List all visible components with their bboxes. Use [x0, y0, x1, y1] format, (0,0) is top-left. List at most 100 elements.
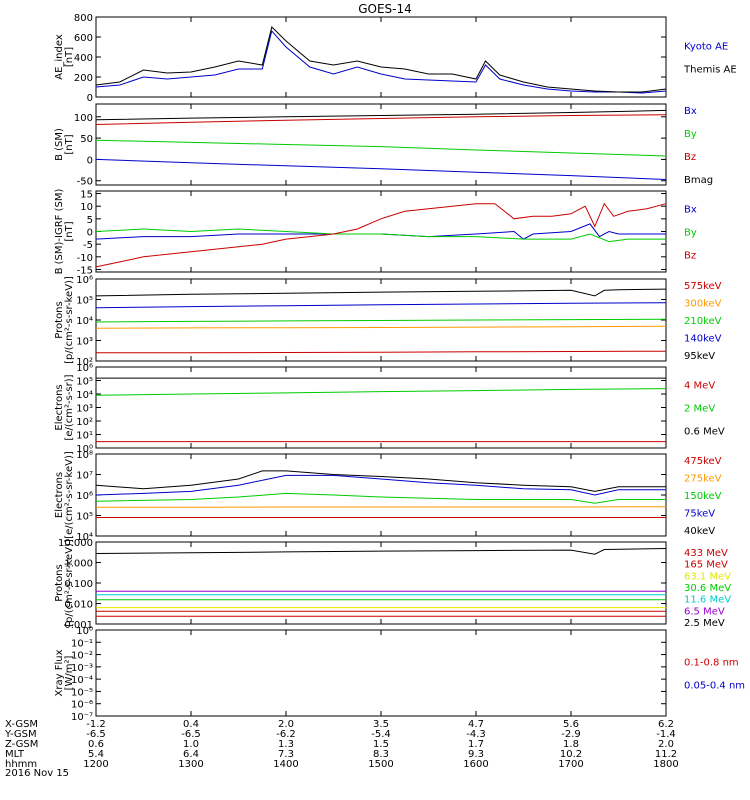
- ephemeris-value: -2.9: [561, 729, 581, 740]
- y-tick-label: 0.100: [64, 579, 93, 590]
- panel-frame: [95, 629, 667, 717]
- y-tick-label: 10⁻⁷: [71, 712, 93, 723]
- legend-label: 275keV: [684, 474, 722, 485]
- y-tick-label: 10⁶: [76, 363, 93, 374]
- panels: 0 200 400 600 800 AE_index[nT] Kyoto AE Themis …: [54, 13, 745, 723]
- legend-label: Bz: [684, 152, 696, 163]
- y-tick-label: 5: [87, 215, 93, 226]
- y-tick-label: -15: [77, 265, 93, 276]
- y-tick-label: 10⁻³: [71, 663, 93, 674]
- y-tick-label: 100: [74, 113, 93, 124]
- legend-label: 140keV: [684, 334, 722, 345]
- panel-5: 10⁰ 10¹ 10² 10³ 10⁴ 10⁵ 10⁶Electrons[e/(cm²-s-…: [54, 363, 725, 455]
- y-tick-label: 10³: [76, 337, 93, 348]
- legend-label: 300keV: [684, 299, 722, 310]
- y-tick-label: 10.000: [58, 538, 93, 549]
- y-axis-label: B (SM)-IGRF (SM)[nT]: [54, 189, 75, 275]
- panel-7: 0.001 0.010 0.100 1.000 10.000Protons[p/(cm²…: [54, 538, 731, 631]
- legend-label: Bx: [684, 205, 697, 216]
- legend-label: 2.5 MeV: [684, 618, 725, 629]
- ephemeris-value: 1700: [558, 759, 583, 770]
- ephemeris-value: 7.3: [278, 749, 294, 760]
- ephemeris-value: 1200: [83, 759, 108, 770]
- y-tick-label: 0.010: [64, 600, 93, 611]
- legend-label: By: [684, 129, 697, 140]
- y-tick-label: 10: [80, 202, 93, 213]
- y-tick-label: 800: [74, 13, 93, 24]
- series-line-75kev: [95, 474, 666, 496]
- ephemeris-value: 8.3: [373, 749, 389, 760]
- panel-1: 0 200 400 600 800 AE_index[nT] Kyoto AE Themis …: [54, 13, 737, 104]
- y-tick-label: 10¹: [76, 431, 93, 442]
- y-tick-label: 10²: [76, 357, 93, 368]
- y-tick-label: 50: [80, 134, 93, 145]
- ephemeris-value: -1.2: [86, 719, 106, 730]
- y-axis-label: AE_index[nT]: [54, 34, 75, 80]
- ephemeris-value: 10.2: [560, 749, 582, 760]
- panel-6: 10⁴ 10⁵ 10⁶ 10⁷ 10⁸Electrons[e/(cm²-s-sr-keV…: [54, 450, 722, 543]
- panel-frame: [95, 453, 667, 537]
- y-tick-label: 10⁰: [76, 444, 93, 455]
- legend-label: 475keV: [684, 456, 722, 467]
- legend-label: 2 MeV: [684, 404, 715, 415]
- ephemeris-value: -5.4: [371, 729, 391, 740]
- y-axis-label: B (SM)[nT]: [54, 128, 75, 161]
- y-tick-label: 10⁵: [76, 377, 93, 388]
- y-tick-label: 200: [74, 73, 93, 84]
- ephemeris-value: 5.6: [563, 719, 579, 730]
- series-line-210kev: [95, 318, 667, 323]
- ephemeris-value: 5.4: [88, 749, 104, 760]
- date-label: 2016 Nov 15: [5, 768, 69, 779]
- legend-label: 6.5 MeV: [684, 606, 725, 617]
- series-line-bx: [95, 223, 666, 240]
- y-tick-label: 1.000: [64, 559, 93, 570]
- legend-label: 30.6 MeV: [684, 583, 731, 594]
- y-tick-label: 10⁻¹: [71, 638, 93, 649]
- ephemeris-value: 1500: [368, 759, 393, 770]
- ephemeris-value: 1.0: [183, 739, 199, 750]
- legend-label: 4 MeV: [684, 381, 715, 392]
- ephemeris-value: 1300: [178, 759, 203, 770]
- ephemeris-value: 1.3: [278, 739, 294, 750]
- y-axis-label: Electrons[e/(cm²-s-sr-keV)]: [54, 451, 75, 539]
- y-tick-label: 10⁵: [76, 296, 93, 307]
- legend-label: 0.05-0.4 nm: [684, 681, 745, 692]
- legend-label: 0.6 MeV: [684, 427, 725, 438]
- series-line-2-mev: [95, 388, 667, 396]
- y-axis-label: Xray Flux[W/m²]: [54, 649, 75, 696]
- legend-label: 150keV: [684, 491, 722, 502]
- legend-label: 63.1 MeV: [684, 571, 731, 582]
- ephemeris-value: -6.5: [86, 729, 106, 740]
- series-line-kyoto-ae: [95, 29, 667, 94]
- y-tick-label: 15: [80, 190, 93, 201]
- ephemeris-value: 0.4: [183, 719, 199, 730]
- legend-label: 11.6 MeV: [684, 595, 731, 606]
- legend-label: Bz: [684, 251, 696, 262]
- y-tick-label: 10³: [76, 404, 93, 415]
- series-line-2-5-mev: [95, 548, 667, 555]
- y-tick-label: 0: [87, 93, 93, 104]
- series-line-275kev: [96, 506, 667, 508]
- chart-title: GOES-14: [358, 2, 412, 16]
- y-tick-label: 0.001: [64, 620, 93, 631]
- ephemeris-value: 1.5: [373, 739, 389, 750]
- y-tick-label: 600: [74, 33, 93, 44]
- ephemeris-value: 1.8: [563, 739, 579, 750]
- panel-frame: [95, 366, 667, 449]
- ephemeris-row-label: hhmm: [5, 759, 37, 770]
- y-tick-label: 400: [74, 53, 93, 64]
- series-line-by: [95, 228, 666, 243]
- series-line-bz: [95, 202, 667, 268]
- y-tick-label: 10⁴: [76, 316, 93, 327]
- legend-label: 75keV: [684, 509, 715, 520]
- legend-label: 433 MeV: [684, 548, 728, 559]
- legend-label: 575keV: [684, 281, 722, 292]
- y-tick-label: 10⁻⁵: [71, 687, 93, 698]
- y-axis-label: Electrons[e/(cm²-s-sr)]: [54, 374, 75, 440]
- y-tick-label: 10⁻⁴: [71, 675, 93, 686]
- ephemeris-row-label: X-GSM: [5, 719, 38, 730]
- ephemeris-value: 3.5: [373, 719, 389, 730]
- y-tick-label: -5: [83, 240, 93, 251]
